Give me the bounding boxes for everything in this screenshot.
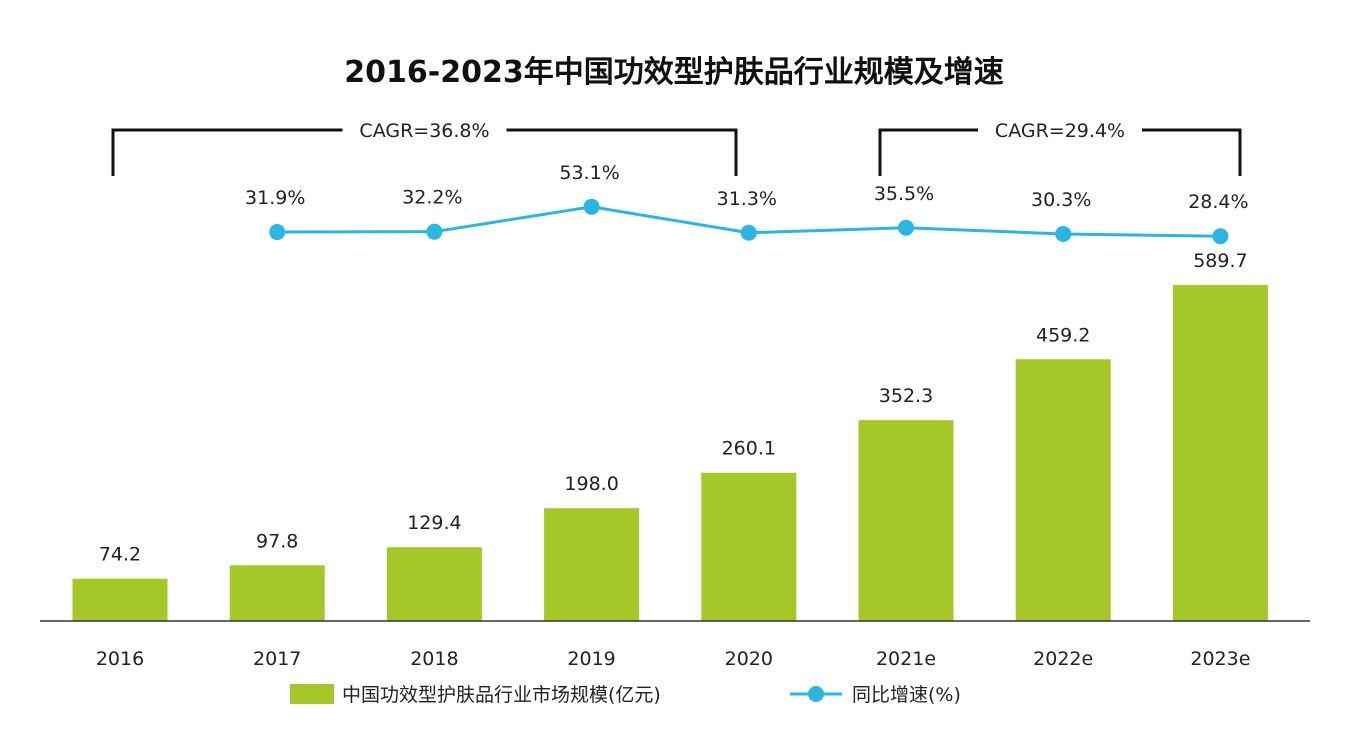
cagr-bracket-right <box>506 128 738 176</box>
bar <box>1172 284 1268 621</box>
bar <box>544 508 640 621</box>
bar-value-label: 589.7 <box>1193 250 1247 272</box>
cagr-bracket-left <box>111 128 343 176</box>
cagr-label: CAGR=29.4% <box>995 120 1125 142</box>
cagr-label: CAGR=36.8% <box>359 120 489 142</box>
bar-value-label: 74.2 <box>99 544 141 566</box>
growth-value-label: 53.1% <box>559 162 619 184</box>
x-tick-label: 2016 <box>96 648 144 670</box>
bar-value-label: 459.2 <box>1036 324 1090 346</box>
bar <box>858 420 954 621</box>
chart-title: 2016-2023年中国功效型护肤品行业规模及增速 <box>344 55 1003 90</box>
growth-value-label: 28.4% <box>1188 191 1248 213</box>
growth-point <box>740 224 757 241</box>
bar-value-label: 260.1 <box>722 438 776 460</box>
bar-value-label: 198.0 <box>564 473 618 495</box>
growth-value-label: 31.9% <box>245 187 305 209</box>
bar <box>1015 359 1111 621</box>
growth-value-label: 31.3% <box>717 188 777 210</box>
bar <box>229 565 325 621</box>
growth-point <box>1055 225 1072 242</box>
x-tick-label: 2019 <box>567 648 615 670</box>
x-tick-label: 2020 <box>725 648 773 670</box>
legend-line-label: 同比增速(%) <box>852 684 961 706</box>
legend-bar-label: 中国功效型护肤品行业市场规模(亿元) <box>342 684 661 706</box>
growth-point <box>269 224 286 241</box>
growth-point <box>1212 228 1229 245</box>
bar <box>72 578 168 621</box>
bar <box>701 472 797 621</box>
x-tick-label: 2021e <box>876 648 936 670</box>
growth-point <box>426 223 443 240</box>
growth-value-label: 35.5% <box>874 183 934 205</box>
legend-line-marker <box>808 686 824 702</box>
legend-bar-swatch <box>290 684 334 704</box>
bar <box>386 547 482 621</box>
bar-value-label: 352.3 <box>879 385 933 407</box>
bar-value-label: 97.8 <box>256 530 298 552</box>
growth-point <box>898 219 914 236</box>
legend: 中国功效型护肤品行业市场规模(亿元) 同比增速(%) <box>290 684 961 706</box>
growth-value-label: 32.2% <box>402 187 462 209</box>
cagr-bracket-right <box>1142 128 1242 176</box>
x-tick-label: 2022e <box>1033 648 1093 670</box>
x-tick-label: 2018 <box>410 648 458 670</box>
growth-point <box>583 198 600 215</box>
x-tick-label: 2023e <box>1190 648 1250 670</box>
x-tick-label: 2017 <box>253 648 301 670</box>
growth-value-label: 30.3% <box>1031 189 1091 211</box>
bar-value-label: 129.4 <box>407 512 461 534</box>
cagr-bracket-left <box>878 128 978 176</box>
